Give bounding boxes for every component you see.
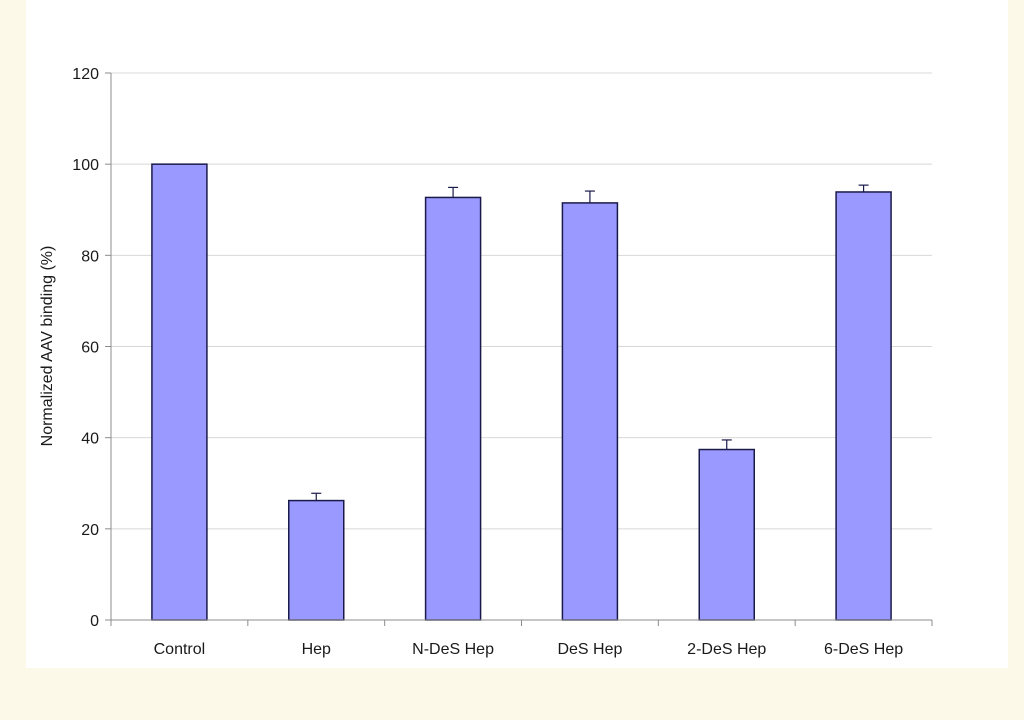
y-tick-label: 40 <box>81 431 99 448</box>
y-tick-labels: 0 20 40 60 80 100 120 <box>72 66 99 630</box>
x-tick-label: N-DeS Hep <box>412 641 494 658</box>
bar-control <box>151 163 208 621</box>
bar-des-hep <box>561 202 619 621</box>
y-tick-label: 120 <box>72 66 99 83</box>
bar-hep <box>288 499 345 621</box>
x-tick-labels: Control Hep N-DeS Hep DeS Hep 2-DeS Hep 6-DeS… <box>154 641 904 658</box>
y-axis-title: Normalized AAV binding (%) <box>39 246 56 447</box>
y-tick-label: 20 <box>81 522 99 539</box>
x-tick-label: 2-DeS Hep <box>687 641 766 658</box>
x-tick-label: DeS Hep <box>557 641 622 658</box>
axes <box>105 72 933 626</box>
gridlines <box>111 72 932 530</box>
x-tick-label: Control <box>154 641 206 658</box>
y-tick-label: 60 <box>81 340 99 357</box>
y-tick-label: 80 <box>81 248 99 265</box>
bars <box>151 163 892 621</box>
y-tick-label: 0 <box>90 613 99 630</box>
bar-2-des-hep <box>698 448 755 621</box>
x-tick-label: 6-DeS Hep <box>824 641 903 658</box>
bar-n-des-hep <box>424 196 482 621</box>
y-tick-label: 100 <box>72 157 99 174</box>
x-tick-label: Hep <box>302 641 331 658</box>
bar-6-des-hep <box>835 191 892 621</box>
